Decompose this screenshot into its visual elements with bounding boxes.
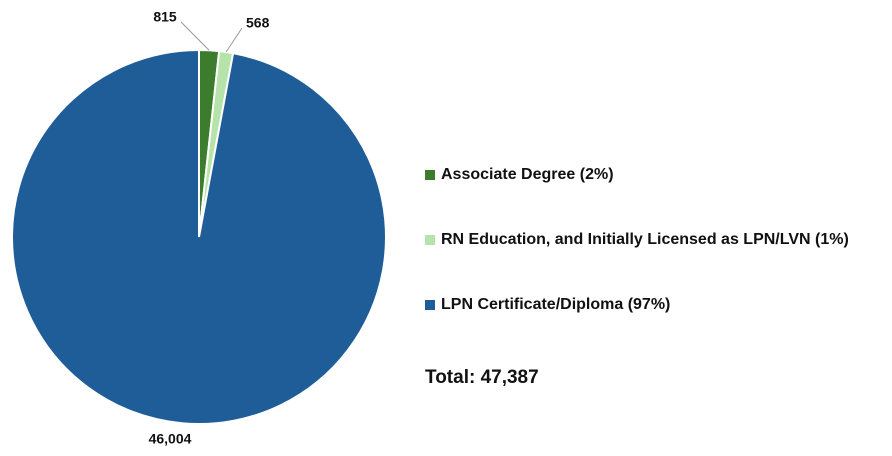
legend-label: RN Education, and Initially Licensed as … bbox=[441, 231, 849, 248]
leader-line bbox=[225, 27, 243, 53]
legend-label: Associate Degree (2%) bbox=[441, 166, 614, 183]
legend-swatch bbox=[425, 300, 435, 310]
leader-line bbox=[180, 21, 210, 51]
legend-swatch bbox=[425, 170, 435, 180]
pie-slice bbox=[11, 48, 387, 425]
value-label: 815 bbox=[153, 9, 177, 25]
value-label: 568 bbox=[246, 15, 270, 31]
legend-swatch bbox=[425, 235, 435, 245]
legend-label: LPN Certificate/Diploma (97%) bbox=[441, 296, 670, 313]
total-annotation: Total: 47,387 bbox=[425, 367, 539, 388]
value-label: 46,004 bbox=[149, 431, 192, 447]
